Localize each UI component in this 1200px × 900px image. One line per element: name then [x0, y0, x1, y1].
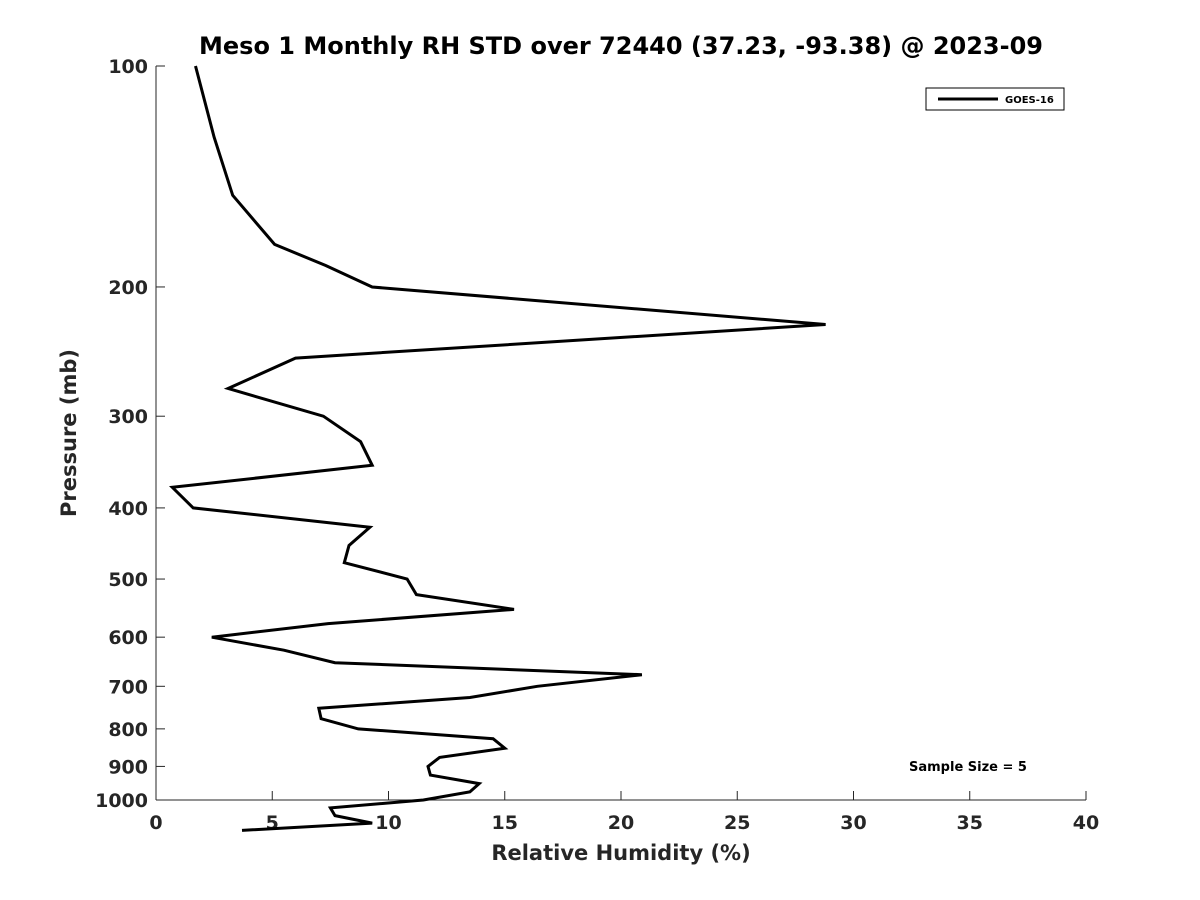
x-tick-label: 20: [608, 812, 634, 834]
y-tick-label: 100: [108, 56, 148, 78]
y-tick-label: 200: [108, 277, 148, 299]
y-tick-label: 400: [108, 498, 148, 520]
x-tick-label: 30: [840, 812, 866, 834]
x-tick-label: 5: [266, 812, 279, 834]
sample-size-annotation: Sample Size = 5: [909, 760, 1027, 775]
legend: GOES-16: [925, 87, 1065, 111]
x-ticks: 0 5 10 15 20 25 30 35 40: [149, 791, 1099, 834]
y-tick-label: 300: [108, 406, 148, 428]
x-tick-label: 15: [492, 812, 518, 834]
legend-label-goes-16: GOES-16: [1005, 95, 1054, 106]
x-tick-label: 25: [724, 812, 750, 834]
y-tick-label: 700: [108, 676, 148, 698]
y-tick-label: 500: [108, 569, 148, 591]
y-tick-label: 800: [108, 719, 148, 741]
series-line-goes-16: [169, 65, 826, 832]
y-tick-label: 900: [108, 756, 148, 778]
y-tick-label: 600: [108, 627, 148, 649]
x-tick-label: 10: [375, 812, 401, 834]
y-axis-label: Pressure (mb): [57, 349, 81, 517]
plot-area: [155, 66, 1086, 801]
x-tick-label: 0: [149, 812, 162, 834]
x-axis-label: Relative Humidity (%): [491, 841, 750, 865]
y-ticks: 100 200 300 400 500 600 700 800 900 1000: [95, 56, 165, 812]
x-tick-label: 35: [957, 812, 983, 834]
series-layer: [169, 65, 826, 832]
x-tick-label: 40: [1073, 812, 1099, 834]
y-tick-label: 1000: [95, 790, 148, 812]
chart-title: Meso 1 Monthly RH STD over 72440 (37.23,…: [199, 32, 1043, 60]
